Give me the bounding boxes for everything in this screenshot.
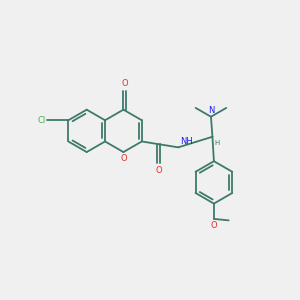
Text: N: N (208, 106, 214, 115)
Text: Cl: Cl (38, 116, 46, 125)
Text: NH: NH (180, 136, 193, 146)
Text: O: O (120, 154, 127, 164)
Text: H: H (215, 140, 220, 146)
Text: O: O (155, 166, 162, 175)
Text: O: O (211, 221, 217, 230)
Text: O: O (121, 80, 128, 88)
